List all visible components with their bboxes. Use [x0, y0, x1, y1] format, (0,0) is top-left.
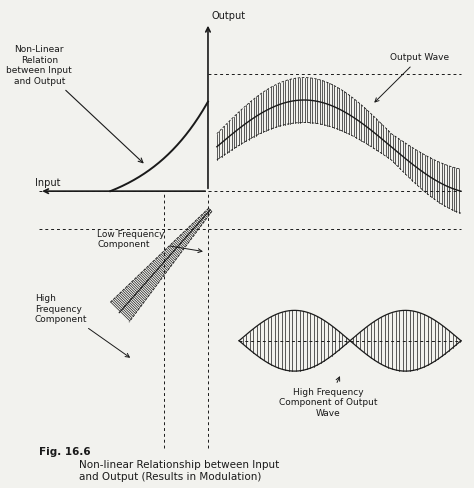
Text: Non-linear Relationship between Input
and Output (Results in Modulation): Non-linear Relationship between Input an… — [79, 460, 280, 482]
Text: Output Wave: Output Wave — [375, 53, 449, 102]
Text: Low Frequency
Component: Low Frequency Component — [97, 230, 202, 253]
Text: Non-Linear
Relation
between Input
and Output: Non-Linear Relation between Input and Ou… — [7, 45, 143, 163]
Text: Output: Output — [211, 11, 246, 20]
Text: High
Frequency
Component: High Frequency Component — [35, 294, 129, 357]
Text: High Frequency
Component of Output
Wave: High Frequency Component of Output Wave — [279, 377, 377, 418]
Text: Fig. 16.6: Fig. 16.6 — [39, 447, 91, 457]
Text: Input: Input — [35, 179, 60, 188]
